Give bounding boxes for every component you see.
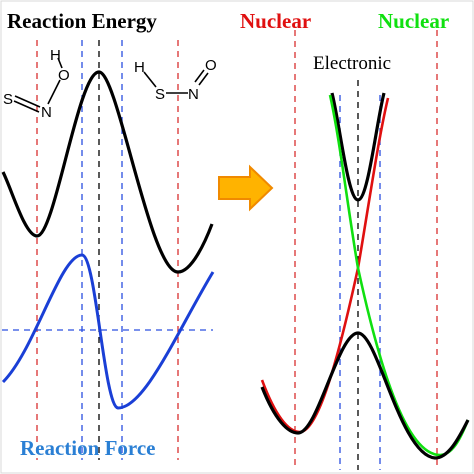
bond-n-o	[47, 79, 61, 105]
atom-n: N	[188, 86, 199, 103]
bond-o-h	[57, 57, 63, 69]
lower-electronic-curve	[260, 331, 470, 460]
bond-s-n-2	[13, 100, 40, 113]
electronic-title: Electronic	[313, 53, 391, 74]
atom-h: H	[134, 59, 145, 76]
bond-h-s	[143, 71, 157, 88]
nuclear-right-title: Nuclear	[378, 9, 449, 33]
atom-o: O	[205, 57, 217, 74]
reaction-energy-curve	[1, 70, 214, 274]
atom-n: N	[41, 104, 52, 121]
nuclear-curve-left	[260, 97, 390, 434]
reactant-molecule: S N O H	[3, 47, 70, 121]
atom-s: S	[155, 86, 165, 103]
bond-n-o-1	[194, 69, 205, 83]
right-panel: Nuclear Nuclear Electronic	[240, 9, 470, 470]
right-arrow-icon	[218, 164, 274, 212]
product-molecule: H S N O	[134, 57, 217, 103]
reaction-force-curve	[1, 253, 215, 410]
bond-s-n-1	[14, 95, 41, 108]
left-panel: Reaction Energy Reaction Force S N O H H…	[1, 9, 217, 460]
electronic-label-bg	[310, 51, 422, 75]
atom-s: S	[3, 91, 13, 108]
bond-n-o-2	[198, 72, 209, 86]
nuclear-left-title: Nuclear	[240, 9, 311, 33]
reaction-force-title: Reaction Force	[20, 436, 155, 460]
reaction-energy-title: Reaction Energy	[7, 9, 157, 33]
atom-h: H	[50, 47, 61, 64]
upper-electronic-curve	[330, 92, 386, 202]
atom-o: O	[58, 67, 70, 84]
